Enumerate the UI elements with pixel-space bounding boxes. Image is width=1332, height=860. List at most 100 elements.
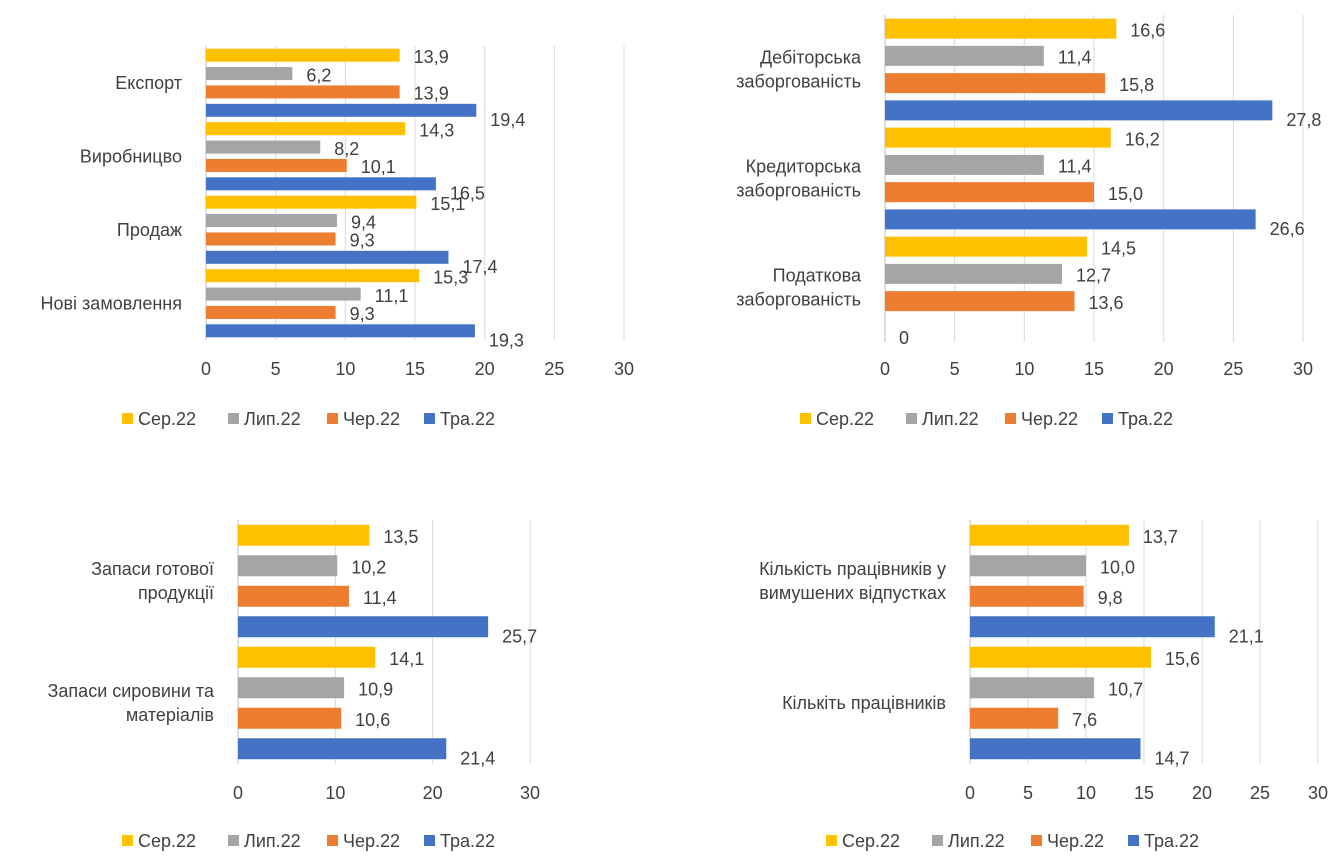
legend-swatch bbox=[932, 835, 943, 846]
legend-swatch bbox=[327, 413, 338, 424]
x-tick-label: 0 bbox=[233, 783, 243, 803]
chart-2: 0 5 10 15 20 25 30 16,6 11,4 15,8 27,8 Дебіторська з… bbox=[736, 15, 1321, 429]
data-label: 15,1 bbox=[430, 194, 465, 214]
category-label: Дебіторська заборгованість bbox=[736, 48, 862, 92]
data-label: 21,1 bbox=[1229, 627, 1264, 647]
legend-swatch bbox=[1005, 413, 1016, 424]
bar bbox=[206, 103, 477, 117]
x-tick-label: 20 bbox=[1192, 783, 1212, 803]
bar bbox=[885, 209, 1256, 230]
bar bbox=[885, 18, 1117, 39]
legend-swatch bbox=[800, 413, 811, 424]
legend-swatch bbox=[122, 413, 133, 424]
legend-label: Чер.22 bbox=[1021, 409, 1078, 429]
legend: Сер.22 Лип.22 Чер.22 Тра.22 bbox=[800, 409, 1173, 429]
bar bbox=[885, 236, 1088, 257]
legend-label: Лип.22 bbox=[244, 831, 301, 851]
category-label-line: Податкова bbox=[773, 266, 862, 286]
data-label: 13,7 bbox=[1143, 527, 1178, 547]
bar bbox=[238, 585, 349, 607]
x-tick-label: 5 bbox=[271, 359, 281, 379]
x-tick-label: 30 bbox=[1308, 783, 1328, 803]
data-label: 15,3 bbox=[433, 267, 468, 287]
data-label: 14,7 bbox=[1155, 749, 1190, 769]
bar bbox=[238, 646, 376, 668]
data-label: 8,2 bbox=[334, 139, 359, 159]
legend: Сер.22 Лип.22 Чер.22 Тра.22 bbox=[122, 831, 495, 851]
category-label-line: заборгованість bbox=[736, 181, 861, 201]
legend-label: Чер.22 bbox=[343, 409, 400, 429]
data-label: 6,2 bbox=[306, 65, 331, 85]
x-tick-label: 15 bbox=[1084, 359, 1104, 379]
data-label: 13,9 bbox=[414, 47, 449, 67]
category-label-line: Кількіть працівників bbox=[782, 693, 946, 713]
data-label: 10,1 bbox=[361, 157, 396, 177]
data-label: 27,8 bbox=[1286, 110, 1321, 130]
data-label: 7,6 bbox=[1072, 710, 1097, 730]
category-label: Виробницво bbox=[80, 146, 182, 166]
data-label: 19,3 bbox=[489, 331, 524, 351]
data-label: 14,3 bbox=[419, 120, 454, 140]
bar bbox=[206, 232, 336, 246]
category-label: Нові замовлення bbox=[40, 293, 182, 313]
legend-swatch bbox=[424, 835, 435, 846]
category-label: Кількіть працівників bbox=[782, 693, 946, 713]
legend-label: Тра.22 bbox=[1118, 409, 1173, 429]
category-label: Кредиторська заборгованість bbox=[736, 157, 862, 201]
legend-label: Сер.22 bbox=[842, 831, 900, 851]
x-tick-label: 30 bbox=[1293, 359, 1313, 379]
category-label: Продаж bbox=[117, 220, 182, 240]
data-label: 13,9 bbox=[414, 84, 449, 104]
legend-label: Лип.22 bbox=[244, 409, 301, 429]
category-label-line: Кількість працівників у bbox=[759, 559, 946, 579]
category-label-line: продукції bbox=[138, 583, 214, 603]
data-label: 17,4 bbox=[462, 257, 497, 277]
category-label: Кількість працівників у вимушених відпуст… bbox=[759, 559, 946, 603]
bar bbox=[970, 707, 1059, 729]
data-label: 14,1 bbox=[389, 649, 424, 669]
legend-swatch bbox=[1102, 413, 1113, 424]
category-label-line: Експорт bbox=[115, 73, 182, 93]
chart-3: 0 10 20 30 13,5 10,2 11,4 25,7 Запаси готової про… bbox=[48, 520, 540, 851]
bar bbox=[885, 45, 1044, 66]
data-label: 19,4 bbox=[490, 110, 525, 130]
legend-label: Тра.22 bbox=[440, 409, 495, 429]
category-label: Запаси готової продукції bbox=[91, 559, 214, 603]
bar bbox=[206, 48, 400, 62]
data-label: 13,5 bbox=[383, 527, 418, 547]
data-label: 12,7 bbox=[1076, 266, 1111, 286]
bar bbox=[885, 182, 1094, 203]
legend-swatch bbox=[228, 835, 239, 846]
legend-label: Лип.22 bbox=[948, 831, 1005, 851]
x-tick-label: 25 bbox=[1223, 359, 1243, 379]
category-label-line: вимушених відпустках bbox=[759, 583, 946, 603]
legend-label: Сер.22 bbox=[816, 409, 874, 429]
bar bbox=[970, 555, 1086, 577]
bar bbox=[970, 738, 1141, 760]
legend-label: Лип.22 bbox=[922, 409, 979, 429]
legend: Сер.22 Лип.22 Чер.22 Тра.22 bbox=[826, 831, 1199, 851]
bar bbox=[206, 214, 337, 228]
legend-label: Тра.22 bbox=[1144, 831, 1199, 851]
data-label: 11,4 bbox=[1058, 157, 1092, 177]
data-label: 9,3 bbox=[350, 231, 375, 251]
data-label: 16,2 bbox=[1125, 129, 1160, 149]
bar bbox=[885, 127, 1111, 148]
bar bbox=[970, 646, 1151, 668]
data-label: 11,4 bbox=[1058, 48, 1092, 68]
x-tick-label: 30 bbox=[614, 359, 634, 379]
legend-swatch bbox=[327, 835, 338, 846]
legend-swatch bbox=[228, 413, 239, 424]
legend-swatch bbox=[424, 413, 435, 424]
bar bbox=[206, 140, 321, 154]
category-label-line: Нові замовлення bbox=[40, 293, 182, 313]
category-label: Податкова заборгованість bbox=[736, 266, 862, 310]
data-label: 10,0 bbox=[1100, 558, 1135, 578]
bar bbox=[206, 158, 347, 172]
x-tick-label: 15 bbox=[405, 359, 425, 379]
bar bbox=[885, 291, 1075, 312]
x-tick-label: 0 bbox=[880, 359, 890, 379]
x-tick-label: 5 bbox=[950, 359, 960, 379]
data-label: 9,3 bbox=[350, 304, 375, 324]
legend-label: Сер.22 bbox=[138, 409, 196, 429]
